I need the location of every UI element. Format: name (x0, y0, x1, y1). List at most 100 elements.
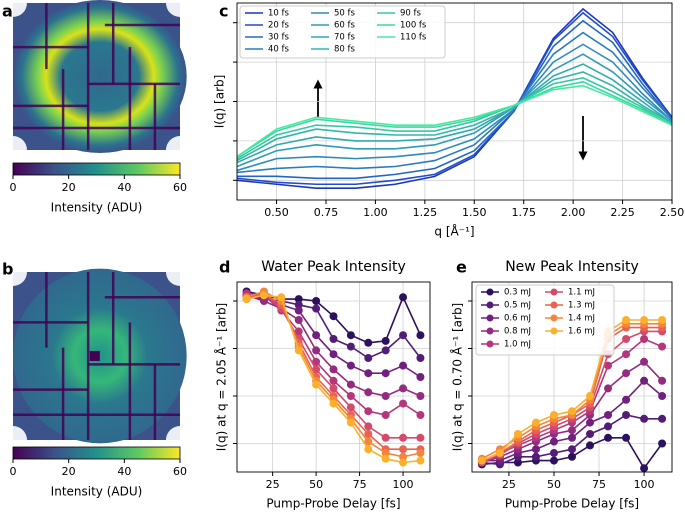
data-point (531, 452, 540, 461)
data-point (622, 369, 631, 378)
legend-box (475, 284, 615, 356)
data-point (531, 418, 540, 427)
data-point (364, 354, 373, 362)
x-tick-label: 1.00 (363, 206, 388, 219)
data-point (586, 392, 595, 400)
data-point (364, 445, 373, 454)
legend-label: 110 fs (400, 33, 427, 43)
data-point (381, 433, 390, 442)
data-point (622, 433, 631, 442)
data-point (242, 295, 251, 304)
data-point (346, 342, 355, 351)
data-point (381, 411, 390, 419)
data-point (399, 361, 408, 370)
data-point (568, 407, 576, 416)
data-point (381, 336, 390, 345)
plot-frame (471, 281, 673, 473)
data-point (586, 430, 595, 438)
data-point (329, 350, 338, 359)
data-point (329, 312, 338, 321)
data-point (416, 411, 425, 419)
data-point (259, 291, 268, 300)
corner-mask (166, 0, 194, 17)
data-point (329, 376, 338, 385)
data-point (604, 411, 613, 419)
data-point (495, 449, 504, 457)
data-point (416, 433, 425, 442)
series-line (236, 77, 673, 160)
data-point (259, 297, 268, 305)
data-point (622, 411, 631, 419)
legend-label: 1.6 mJ (568, 327, 595, 337)
data-point (346, 403, 355, 412)
legend-label: 1.3 mJ (568, 301, 595, 311)
data-point (399, 452, 408, 461)
x-tick-label: 25 (502, 478, 516, 491)
data-point (381, 454, 390, 463)
data-point (549, 449, 558, 457)
data-point (312, 331, 321, 340)
data-point (364, 422, 373, 431)
data-point (658, 414, 667, 423)
plot-frame (236, 281, 431, 473)
corner-mask (166, 258, 194, 286)
data-point (277, 293, 286, 302)
colorbar-tick-label: 40 (117, 465, 131, 478)
legend-label: 1.1 mJ (568, 288, 595, 298)
data-point (346, 418, 355, 427)
x-tick-label: 75 (353, 478, 367, 491)
data-point (312, 357, 321, 366)
data-point (640, 335, 649, 343)
data-point (346, 380, 355, 389)
data-point (658, 376, 667, 385)
data-point (604, 422, 613, 431)
x-tick-label: 0.75 (314, 206, 339, 219)
data-point (568, 426, 576, 435)
legend-label: 0.3 mJ (504, 288, 531, 298)
data-point (399, 433, 408, 442)
colorbar (12, 446, 181, 460)
legend-marker (550, 314, 558, 322)
data-point (549, 411, 558, 419)
corner-mask (0, 0, 27, 17)
data-point (294, 346, 303, 355)
corner-mask (0, 136, 27, 164)
data-point (312, 297, 321, 305)
legend-marker (550, 327, 558, 335)
legend-marker (550, 288, 558, 296)
x-tick-label: 1.25 (413, 206, 438, 219)
data-point (513, 430, 522, 438)
scattering-ring (13, 268, 187, 444)
data-point (640, 376, 649, 385)
data-point (622, 350, 631, 359)
data-point (531, 445, 540, 454)
data-point (477, 456, 486, 465)
corner-mask (166, 136, 194, 164)
data-point (364, 430, 373, 438)
colorbar-tick-label: 20 (62, 181, 76, 194)
data-point (549, 437, 558, 446)
data-point (346, 392, 355, 400)
scattering-ring (13, 0, 187, 153)
panel-label: c (219, 2, 228, 21)
data-point (416, 392, 425, 400)
series-line (236, 43, 673, 172)
x-tick-label: 75 (592, 478, 606, 491)
data-point (399, 445, 408, 454)
data-point (640, 357, 649, 366)
data-point (658, 392, 667, 400)
legend-label: 40 fs (268, 45, 290, 55)
data-point (399, 293, 408, 302)
legend-label: 100 fs (400, 21, 427, 31)
data-point (294, 300, 303, 309)
data-point (416, 456, 425, 465)
data-point (399, 399, 408, 408)
legend-marker (486, 340, 494, 348)
colorbar (12, 162, 181, 176)
data-point (294, 327, 303, 336)
legend-label: 0.8 mJ (504, 327, 531, 337)
data-point (622, 316, 631, 324)
data-point (364, 369, 373, 378)
colorbar-label: Intensity (ADU) (51, 201, 143, 215)
legend-label: 50 fs (334, 9, 356, 19)
